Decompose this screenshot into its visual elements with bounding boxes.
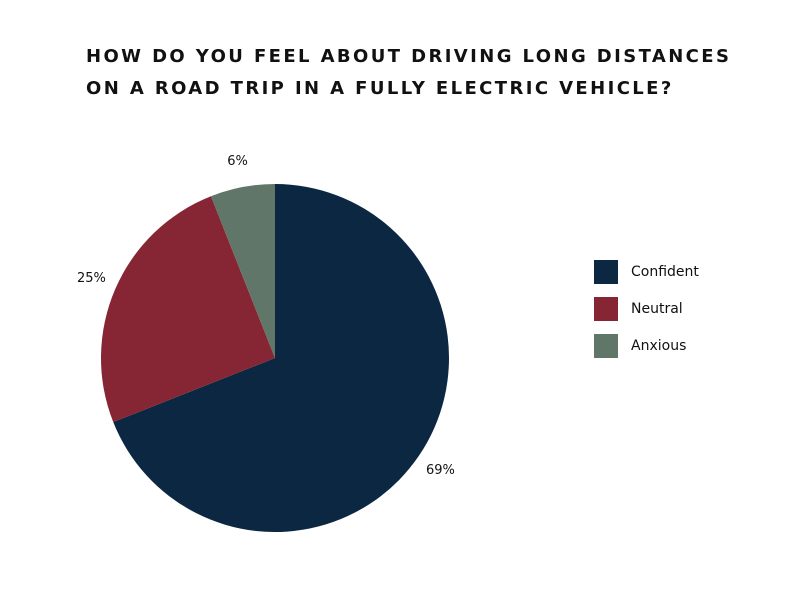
data-label: 6%	[227, 154, 248, 169]
data-label: 25%	[77, 271, 106, 286]
legend-swatch	[594, 334, 618, 358]
chart-title: ON A ROAD TRIP IN A FULLY ELECTRIC VEHIC…	[86, 78, 674, 99]
chart-title: HOW DO YOU FEEL ABOUT DRIVING LONG DISTA…	[86, 46, 731, 67]
legend-label: Anxious	[631, 338, 686, 354]
pie-slice	[210, 184, 275, 358]
legend-label: Neutral	[631, 301, 683, 317]
data-label: 69%	[426, 463, 455, 478]
pie-slice	[113, 184, 449, 532]
pie-slice	[101, 196, 276, 423]
legend-label: Confident	[631, 264, 699, 280]
legend-swatch	[594, 260, 618, 284]
legend-swatch	[594, 297, 618, 321]
